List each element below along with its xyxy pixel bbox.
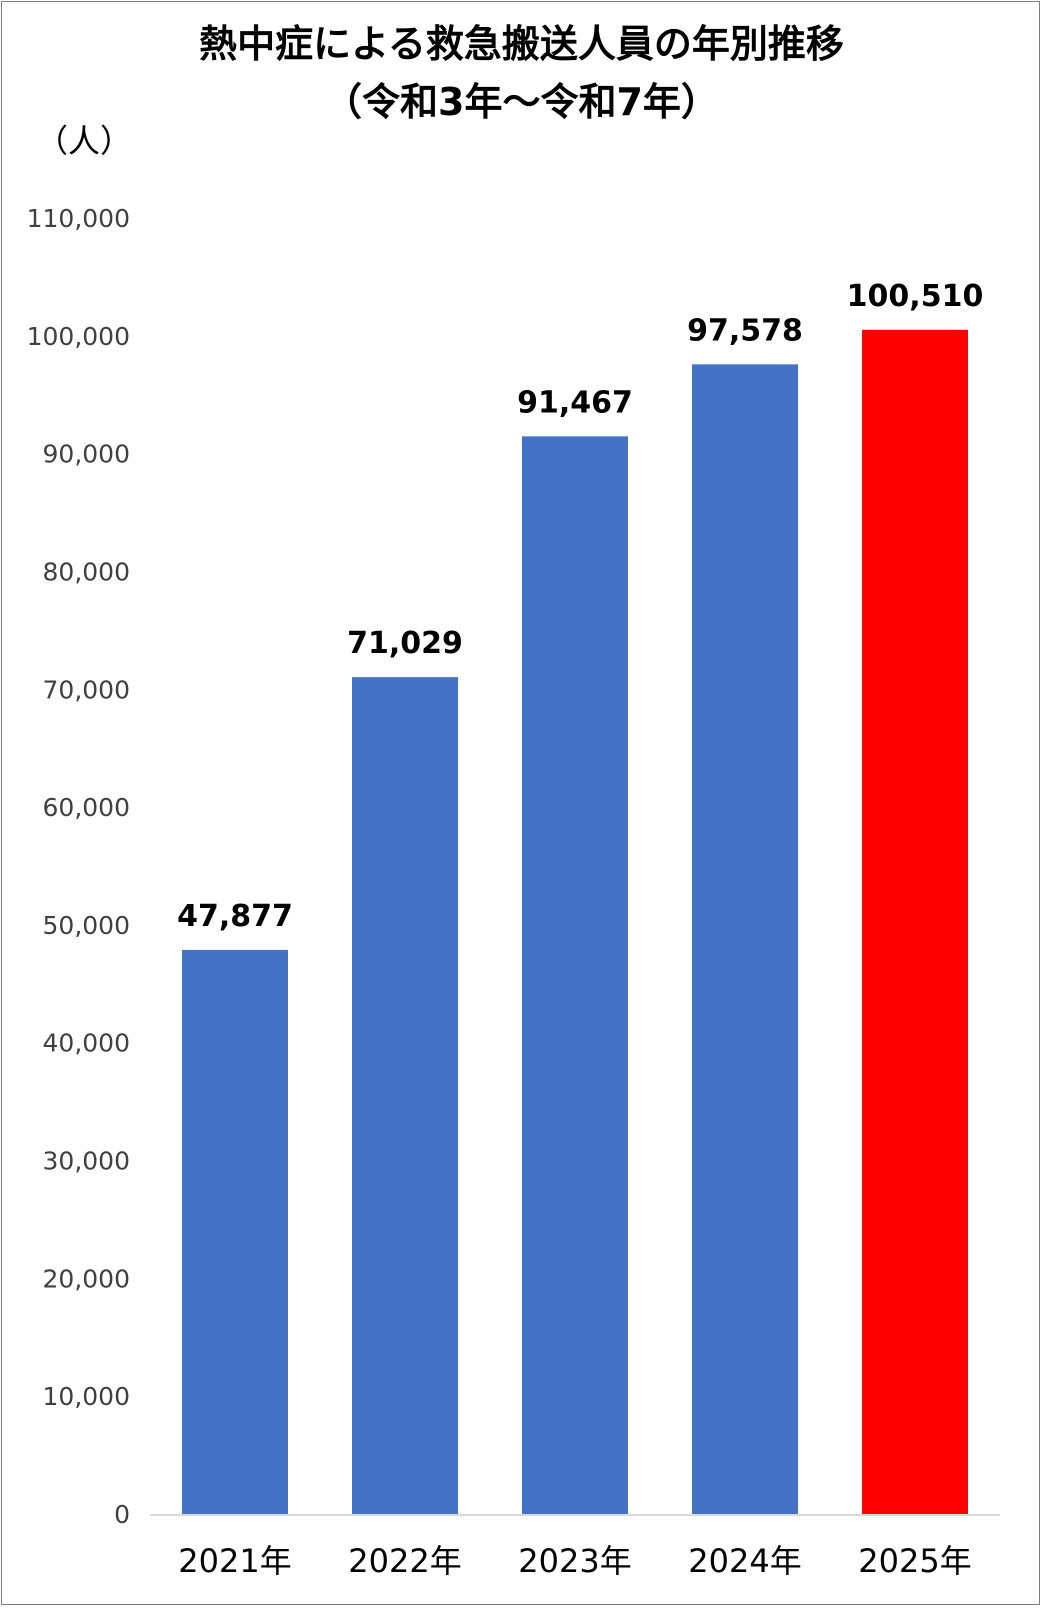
bar-value-label: 91,467 bbox=[517, 385, 633, 420]
bar bbox=[692, 364, 798, 1514]
y-tick-label: 50,000 bbox=[43, 911, 130, 940]
bar bbox=[862, 329, 968, 1514]
y-tick-label: 30,000 bbox=[43, 1147, 130, 1176]
chart-subtitle: （令和3年～令和7年） bbox=[324, 80, 719, 124]
y-tick-label: 90,000 bbox=[43, 440, 130, 469]
bar bbox=[182, 949, 288, 1514]
bar-value-label: 100,510 bbox=[847, 279, 984, 314]
x-tick-label: 2021年 bbox=[178, 1542, 291, 1580]
bar-value-label: 47,877 bbox=[177, 899, 293, 934]
y-tick-label: 0 bbox=[114, 1500, 130, 1529]
y-tick-label: 40,000 bbox=[43, 1029, 130, 1058]
x-tick-label: 2022年 bbox=[348, 1542, 461, 1580]
y-tick-label: 100,000 bbox=[27, 322, 130, 351]
bar-value-label: 71,029 bbox=[347, 626, 463, 661]
x-tick-label: 2024年 bbox=[688, 1542, 801, 1580]
y-axis-unit-label: （人） bbox=[36, 122, 133, 160]
bar bbox=[522, 436, 628, 1515]
x-tick-label: 2023年 bbox=[518, 1542, 631, 1580]
y-tick-label: 110,000 bbox=[27, 204, 130, 233]
y-tick-label: 70,000 bbox=[43, 675, 130, 704]
y-tick-label: 20,000 bbox=[43, 1264, 130, 1293]
bar bbox=[352, 677, 458, 1514]
bar-value-label: 97,578 bbox=[687, 313, 803, 348]
y-tick-label: 10,000 bbox=[43, 1382, 130, 1411]
chart-title: 熱中症による救急搬送人員の年別推移 bbox=[199, 22, 844, 66]
x-tick-label: 2025年 bbox=[858, 1542, 971, 1580]
y-tick-label: 60,000 bbox=[43, 793, 130, 822]
y-tick-label: 80,000 bbox=[43, 557, 130, 586]
